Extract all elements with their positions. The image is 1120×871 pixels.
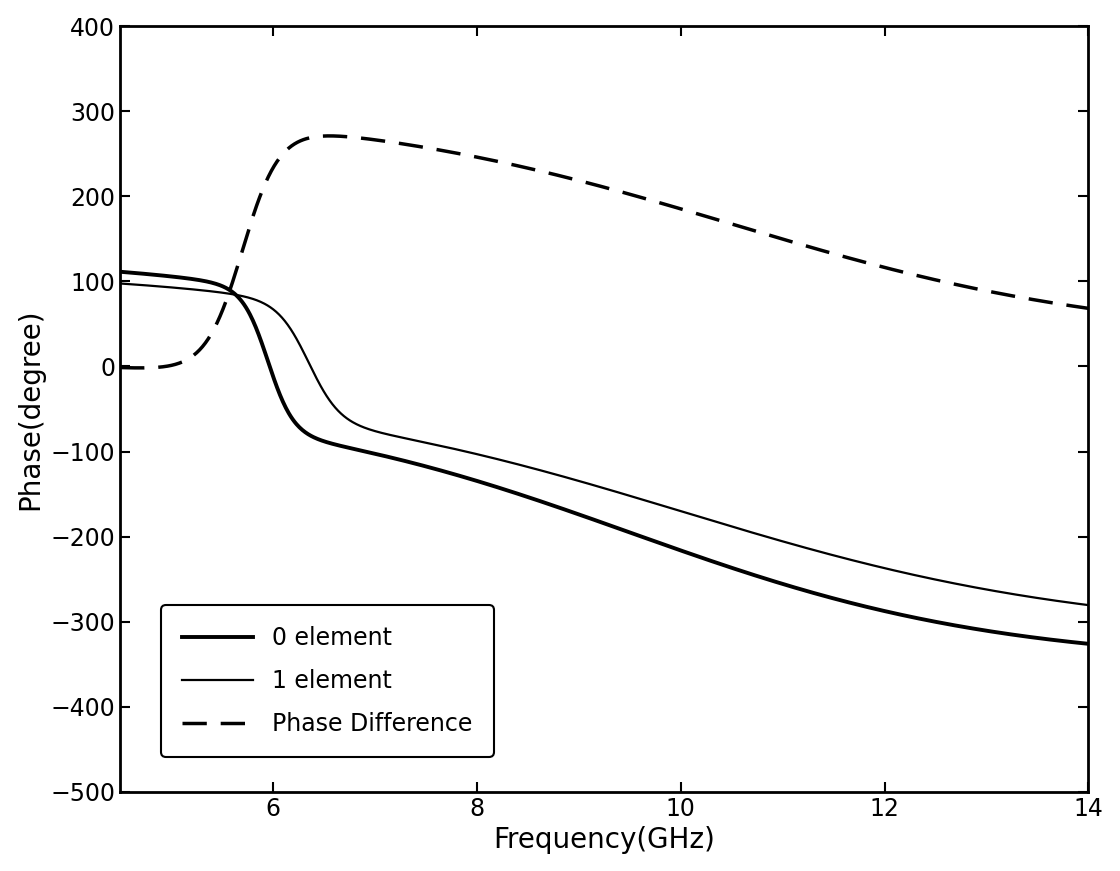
Y-axis label: Phase(degree): Phase(degree) — [17, 308, 45, 510]
Legend: 0 element, 1 element, Phase Difference: 0 element, 1 element, Phase Difference — [161, 604, 494, 757]
X-axis label: Frequency(GHz): Frequency(GHz) — [493, 827, 716, 854]
